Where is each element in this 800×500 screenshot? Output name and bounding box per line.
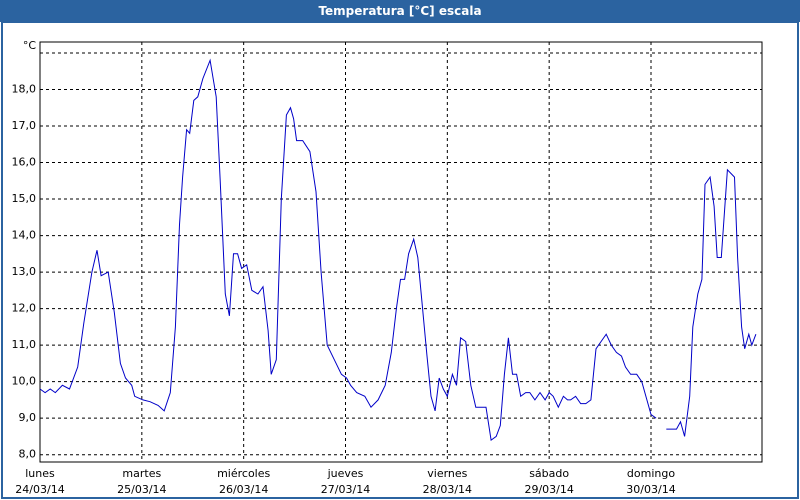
x-tick-label: martes 25/03/14 [117, 467, 167, 496]
y-tick-label: 10,0 [12, 375, 37, 388]
y-tick-label: 9,0 [19, 411, 37, 424]
x-tick-label: miércoles 26/03/14 [217, 467, 271, 496]
temperature-line [39, 58, 757, 441]
y-tick-label: 17,0 [12, 119, 37, 132]
plot-frame [39, 41, 763, 463]
x-tick-label: viernes 28/03/14 [422, 467, 473, 496]
x-tick-label: domingo 30/03/14 [626, 467, 676, 496]
y-tick-label: 15,0 [12, 192, 37, 205]
window-border [1, 21, 799, 499]
y-tick-label: 8,0 [19, 448, 37, 461]
y-tick-label: 16,0 [12, 156, 37, 169]
y-tick-label: 14,0 [12, 229, 37, 242]
y-tick-label: 12,0 [12, 302, 37, 315]
y-tick-label: 18,0 [12, 82, 37, 95]
x-tick-label: jueves 27/03/14 [320, 467, 371, 496]
y-tick-label: 11,0 [12, 338, 37, 351]
x-tick-label: sábado 29/03/14 [524, 467, 574, 496]
y-tick-label: 13,0 [12, 265, 37, 278]
x-tick-label: lunes 24/03/14 [15, 467, 65, 496]
chart-title: Temperatura [°C] escala [0, 0, 800, 22]
y-tick-label: °C [23, 39, 37, 52]
